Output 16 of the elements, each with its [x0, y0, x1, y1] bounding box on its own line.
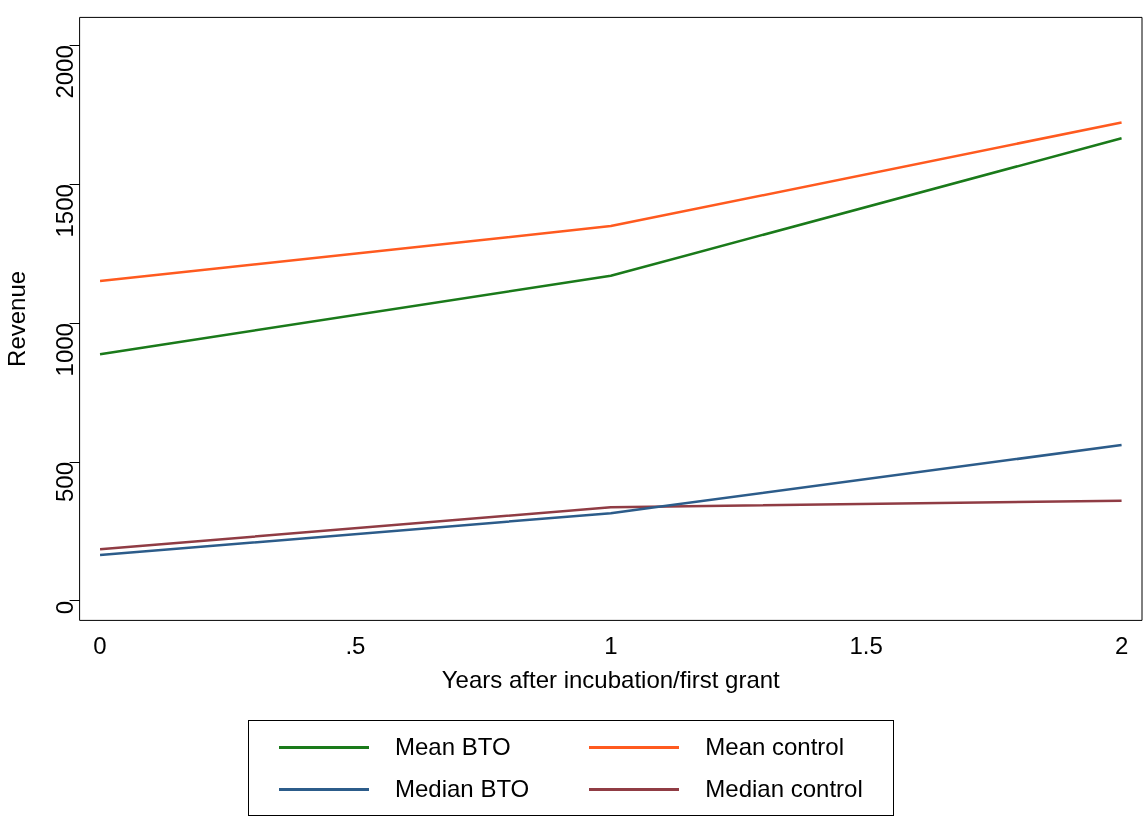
legend-label: Mean control	[705, 733, 845, 761]
y-tick-label: 0	[51, 600, 79, 615]
x-tick-label: 1.5	[849, 632, 883, 660]
legend-label: Mean BTO	[395, 733, 511, 761]
y-tick-label: 1000	[51, 323, 79, 377]
y-tick-label: 1500	[51, 184, 79, 238]
legend-label: Median control	[705, 775, 863, 803]
x-tick-label: 1	[604, 632, 618, 660]
y-tick-label: 2000	[51, 45, 79, 99]
y-tick-label: 500	[51, 462, 79, 503]
legend-label: Median BTO	[395, 775, 530, 803]
x-tick-label: .5	[345, 632, 366, 660]
y-axis-title: Revenue	[3, 270, 31, 367]
x-axis-title: Years after incubation/first grant	[441, 666, 781, 694]
x-tick-label: 2	[1114, 632, 1129, 660]
x-tick-label: 0	[93, 632, 107, 660]
